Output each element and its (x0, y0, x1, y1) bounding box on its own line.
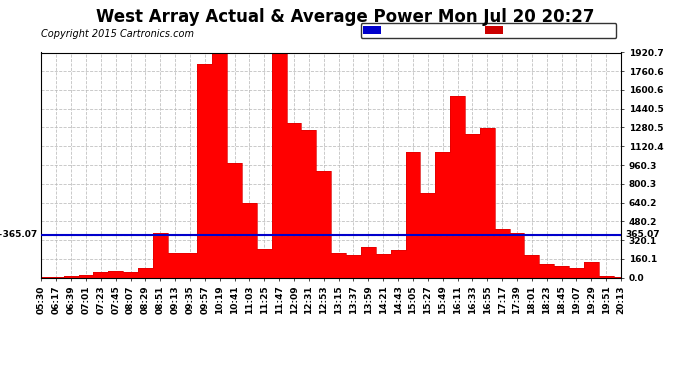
Text: Copyright 2015 Cartronics.com: Copyright 2015 Cartronics.com (41, 29, 195, 39)
Text: West Array Actual & Average Power Mon Jul 20 20:27: West Array Actual & Average Power Mon Ju… (96, 8, 594, 26)
Text: +365.07: +365.07 (0, 230, 37, 239)
Legend: Average  (DC Watts), West Array  (DC Watts): Average (DC Watts), West Array (DC Watts… (360, 23, 616, 38)
Text: 365.07: 365.07 (625, 230, 660, 239)
